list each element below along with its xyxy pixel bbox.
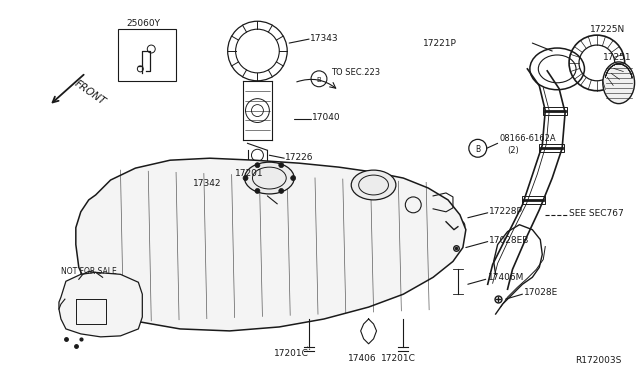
Text: 25060Y: 25060Y [126,19,160,28]
Text: 17201: 17201 [235,169,263,177]
Ellipse shape [351,170,396,200]
Text: 17251: 17251 [604,54,632,62]
Text: FRONT: FRONT [73,79,108,107]
Text: 08166-6162A: 08166-6162A [500,134,556,143]
Circle shape [279,189,284,193]
Text: 17221P: 17221P [423,39,457,48]
Text: 17040: 17040 [312,113,340,122]
Text: B: B [317,77,321,83]
Text: 17343: 17343 [310,33,339,43]
Text: 17226: 17226 [285,153,314,162]
Text: (2): (2) [508,146,519,155]
Text: NOT FOR SALE: NOT FOR SALE [61,267,116,276]
Circle shape [243,176,248,180]
Text: 17406: 17406 [348,354,377,363]
Polygon shape [59,272,142,337]
Circle shape [255,163,260,168]
Ellipse shape [244,162,294,194]
Text: B: B [476,145,481,154]
Text: TO SEC.223: TO SEC.223 [331,68,380,77]
Text: 17201C: 17201C [274,349,308,358]
Text: 17228P: 17228P [489,207,523,216]
Text: SEE SEC767: SEE SEC767 [569,209,624,218]
Ellipse shape [603,62,635,104]
Text: 17225N: 17225N [590,25,625,34]
Text: 17028E: 17028E [524,288,559,297]
Text: R172003S: R172003S [575,356,621,365]
Text: 17201C: 17201C [381,354,416,363]
Circle shape [291,176,296,180]
Polygon shape [76,158,466,331]
Text: 17406M: 17406M [488,273,524,282]
Circle shape [255,189,260,193]
Circle shape [279,163,284,168]
Text: 17342: 17342 [193,179,221,187]
Text: 17028EB: 17028EB [489,236,529,245]
